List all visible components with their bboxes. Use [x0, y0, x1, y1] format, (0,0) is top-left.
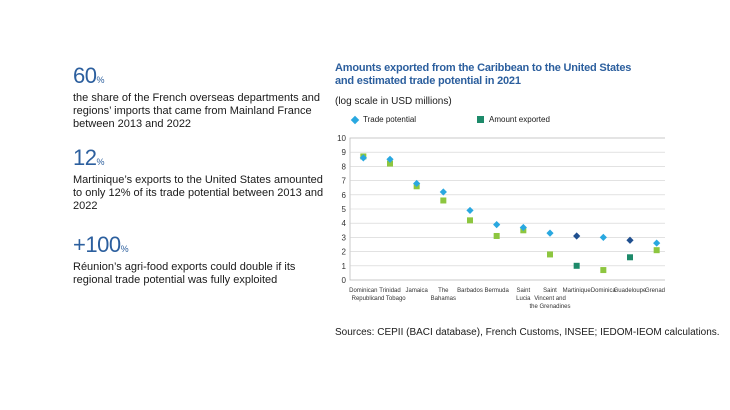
chart-subtitle: (log scale in USD millions)	[335, 96, 452, 107]
x-tick-label: Dominica	[591, 288, 617, 294]
x-tick-label-line: and Tobago	[374, 296, 406, 302]
y-tick-label: 4	[342, 219, 347, 228]
x-tick-label-line: Dominica	[591, 288, 617, 294]
exported-point	[653, 247, 660, 254]
scatter-chart: 0 1 2 3 4 5 6 7 8 9 10 Dominican Republic Trinidad and…	[337, 134, 665, 310]
exported-point	[440, 197, 447, 204]
stat-block-martinique-exports: 12% Martinique’s exports to the United S…	[73, 146, 328, 213]
x-tick-label: Martinique	[563, 288, 592, 294]
potential-point	[653, 239, 661, 247]
potential-point	[599, 233, 607, 241]
x-tick-label: Barbados	[457, 288, 483, 294]
exported-point	[387, 160, 393, 167]
x-tick-label-line: Guadeloupe	[614, 288, 647, 294]
x-tick-label-line: the Grenadines	[529, 304, 570, 310]
x-tick-label-line: Martinique	[563, 288, 592, 294]
y-tick-label: 1	[342, 262, 347, 271]
diamond-icon	[350, 115, 360, 124]
x-tick-label: Bermuda	[484, 288, 509, 294]
potential-point	[626, 236, 634, 244]
y-tick-label: 8	[342, 162, 347, 171]
stat-block-import-share: 60% the share of the French overseas dep…	[73, 64, 328, 131]
x-tick-label-line: Bermuda	[484, 288, 509, 294]
chart-title: Amounts exported from the Caribbean to t…	[335, 62, 632, 87]
x-tick-label-line: Barbados	[457, 288, 483, 294]
exported-point	[600, 267, 607, 274]
y-tick-label: 6	[342, 191, 347, 200]
stat-description: the share of the French overseas departm…	[73, 92, 321, 130]
potential-point	[493, 221, 501, 229]
y-tick-label: 3	[342, 233, 347, 242]
legend-item-trade-potential: Trade potential	[350, 115, 417, 124]
y-tick-label: 0	[342, 276, 347, 285]
x-tick-label-line: Grenada	[645, 288, 665, 294]
potential-point	[386, 155, 394, 163]
y-tick-label: 2	[342, 248, 347, 257]
x-tick-label-line: The	[438, 288, 449, 294]
sources-note: Sources: CEPII (BACI database), French C…	[335, 327, 720, 338]
stat-description: Réunion’s agri-food exports could double…	[73, 261, 296, 286]
potential-point	[546, 229, 554, 237]
x-tick-label-line: Trinidad	[379, 288, 400, 294]
y-tick-label: 9	[342, 148, 347, 157]
x-tick-label: Saint Lucia	[516, 288, 531, 302]
exported-point	[547, 251, 553, 258]
x-tick-label: The Bahamas	[431, 288, 456, 302]
x-tick-label-line: Republic	[352, 296, 375, 302]
stat-description: Martinique’s exports to the United State…	[73, 174, 324, 212]
potential-point	[573, 232, 581, 240]
stat-value: 12%	[73, 145, 104, 170]
exported-point	[573, 262, 580, 269]
x-tick-label: Guadeloupe	[614, 288, 647, 294]
x-tick-label-line: Bahamas	[431, 296, 456, 302]
x-tick-label-line: Saint	[543, 288, 557, 294]
x-tick-label: Trinidad and Tobago	[374, 288, 406, 302]
x-tick-label: Saint Vincent and the Grenadines	[529, 288, 570, 310]
y-tick-label: 7	[342, 177, 347, 186]
legend-label: Trade potential	[363, 115, 417, 124]
x-tick-label: Grenada	[645, 288, 665, 294]
potential-point	[439, 188, 447, 196]
x-tick-label: Jamaica	[405, 288, 428, 294]
exported-point	[627, 254, 633, 261]
x-tick-label-line: Saint	[516, 288, 530, 294]
x-tick-label-line: Jamaica	[405, 288, 428, 294]
y-tick-label: 5	[342, 205, 347, 214]
x-tick-label-line: Lucia	[516, 296, 531, 302]
legend-item-amount-exported: Amount exported	[477, 115, 550, 124]
legend-label: Amount exported	[489, 115, 550, 124]
square-icon	[477, 116, 484, 123]
x-tick-label: Dominican Republic	[349, 288, 377, 302]
potential-point	[466, 206, 474, 215]
exported-point	[467, 217, 473, 224]
stat-value: 60%	[73, 63, 104, 88]
stat-block-reunion-exports: +100% Réunion’s agri-food exports could …	[73, 233, 328, 287]
x-tick-label-line: Dominican	[349, 288, 377, 294]
y-tick-label: 10	[337, 134, 346, 143]
exported-point	[493, 232, 500, 239]
x-tick-label-line: Vincent and	[534, 296, 566, 302]
stat-value: +100%	[73, 232, 129, 257]
